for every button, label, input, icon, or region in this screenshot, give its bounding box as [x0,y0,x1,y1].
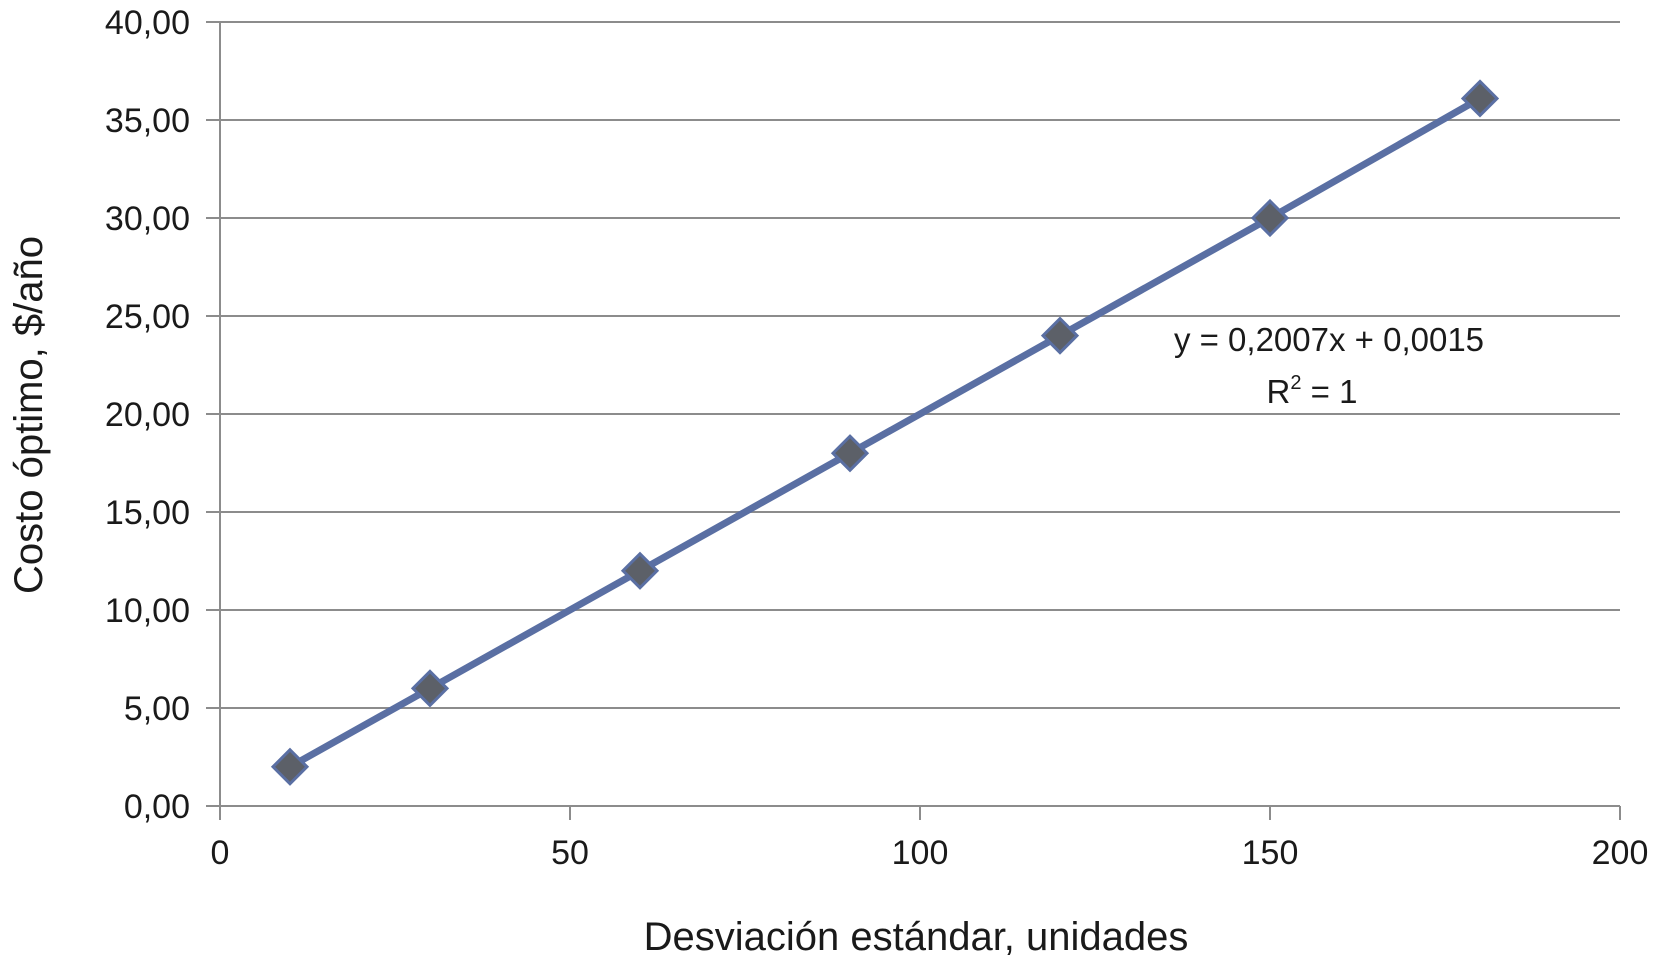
x-tick-label: 50 [551,834,589,872]
y-tick-label: 20,00 [105,396,190,434]
y-tick-label: 15,00 [105,494,190,532]
data-point-marker [620,551,660,590]
data-series [270,79,1500,786]
x-tick-label: 100 [892,834,949,872]
data-point-marker [270,747,310,786]
r-squared-exponent: 2 [1290,372,1301,394]
y-tick-label: 40,00 [105,4,190,42]
grid-lines [220,21,1620,709]
series-line [288,95,1482,770]
y-tick-label: 0,00 [124,788,190,826]
y-tick-label: 35,00 [105,102,190,140]
data-point-marker [410,669,450,708]
x-axis-title: Desviación estándar, unidades [644,915,1189,959]
x-tick-label: 150 [1242,834,1299,872]
y-tick-label: 25,00 [105,298,190,336]
r-squared-value: = 1 [1302,373,1358,410]
trendline-r-squared: R2 = 1 [1267,372,1358,410]
data-point-marker [1460,79,1500,118]
y-tick-label: 5,00 [124,690,190,728]
y-axis-title: Costo óptimo, $/año [7,236,51,594]
trendline-equation: y = 0,2007x + 0,0015 [1174,321,1484,358]
r-squared-label: R [1267,373,1291,410]
y-tick-labels: 0,00 5,00 10,00 15,00 20,00 25,00 30,00 35,00 40… [105,4,190,826]
data-point-marker [1250,198,1290,238]
x-tick-labels: 0 50 100 150 200 [211,834,1649,872]
y-tick-label: 10,00 [105,592,190,630]
y-tick-label: 30,00 [105,200,190,238]
data-point-marker [1040,316,1080,355]
x-tick-label: 200 [1592,834,1649,872]
data-point-marker [830,434,870,473]
axes [206,21,1621,820]
x-tick-label: 0 [211,834,230,872]
